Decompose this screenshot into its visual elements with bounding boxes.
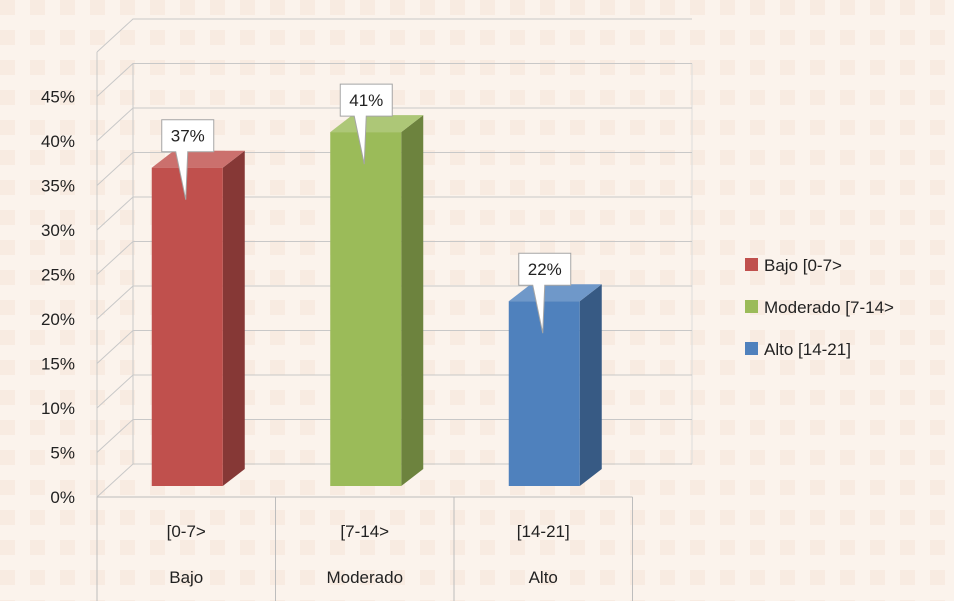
gridline <box>96 419 692 453</box>
bars <box>151 115 602 486</box>
category-sublabel: Bajo <box>169 568 203 587</box>
gridline <box>96 285 692 320</box>
bar-side <box>579 284 602 486</box>
gridline <box>96 241 692 275</box>
bar <box>151 167 223 486</box>
category-sublabel: Alto <box>529 568 558 587</box>
y-tick-label: 25% <box>41 266 75 285</box>
data-label-box <box>161 119 215 200</box>
bar <box>508 301 580 486</box>
y-tick-label: 20% <box>41 310 75 329</box>
plot-back-walls <box>96 18 693 498</box>
y-tick-label: 40% <box>41 132 75 151</box>
data-label-box <box>518 252 572 334</box>
gridline <box>96 63 692 97</box>
data-label-callout: 41% <box>339 83 393 165</box>
gridline <box>96 374 692 409</box>
category-label: [7-14> <box>340 522 389 541</box>
bar <box>330 132 402 486</box>
data-label-callout: 37% <box>161 119 215 200</box>
y-axis-ticks: 0% 5% 10% 15% 20% 25% 30% 35% 40% 45% <box>41 88 75 508</box>
y-tick-label: 45% <box>41 88 75 107</box>
y-tick-label: 0% <box>50 488 75 507</box>
legend-swatch <box>745 300 758 313</box>
bar-top <box>508 284 602 302</box>
data-label-box <box>339 83 393 165</box>
legend-entry: Moderado [7-14> <box>764 298 894 317</box>
legend-swatch <box>745 258 758 271</box>
legend-entry: Bajo [0-7> <box>764 256 842 275</box>
gridline <box>96 18 692 53</box>
category-sublabel: Moderado <box>326 568 403 587</box>
gridline <box>96 463 692 498</box>
category-label: [0-7> <box>167 522 206 541</box>
category-label: [14-21] <box>517 522 570 541</box>
gridline <box>96 196 692 231</box>
bar-side <box>401 115 424 486</box>
bar-side <box>222 150 245 486</box>
data-label: 37% <box>171 127 205 146</box>
data-labels: 37% 41% 22% <box>161 83 572 334</box>
data-label: 41% <box>349 91 383 110</box>
bar-group <box>330 115 424 486</box>
gridline <box>96 107 692 142</box>
bar-group <box>508 284 602 486</box>
legend-swatch <box>745 342 758 355</box>
y-tick-label: 15% <box>41 355 75 374</box>
data-label: 22% <box>528 260 562 279</box>
legend: Bajo [0-7> Moderado [7-14> Alto [14-21] <box>745 256 894 359</box>
y-tick-label: 10% <box>41 399 75 418</box>
gridline <box>96 330 692 364</box>
category-axis-table: [0-7> Bajo [7-14> Moderado [14-21] Alto <box>96 496 633 601</box>
y-tick-label: 35% <box>41 177 75 196</box>
y-tick-label: 5% <box>50 444 75 463</box>
gridline <box>96 152 692 186</box>
bar-top <box>330 115 424 133</box>
y-tick-label: 30% <box>41 221 75 240</box>
data-label-callout: 22% <box>518 252 572 334</box>
bar-group <box>151 150 245 486</box>
bar-top <box>151 150 245 168</box>
legend-entry: Alto [14-21] <box>764 340 851 359</box>
